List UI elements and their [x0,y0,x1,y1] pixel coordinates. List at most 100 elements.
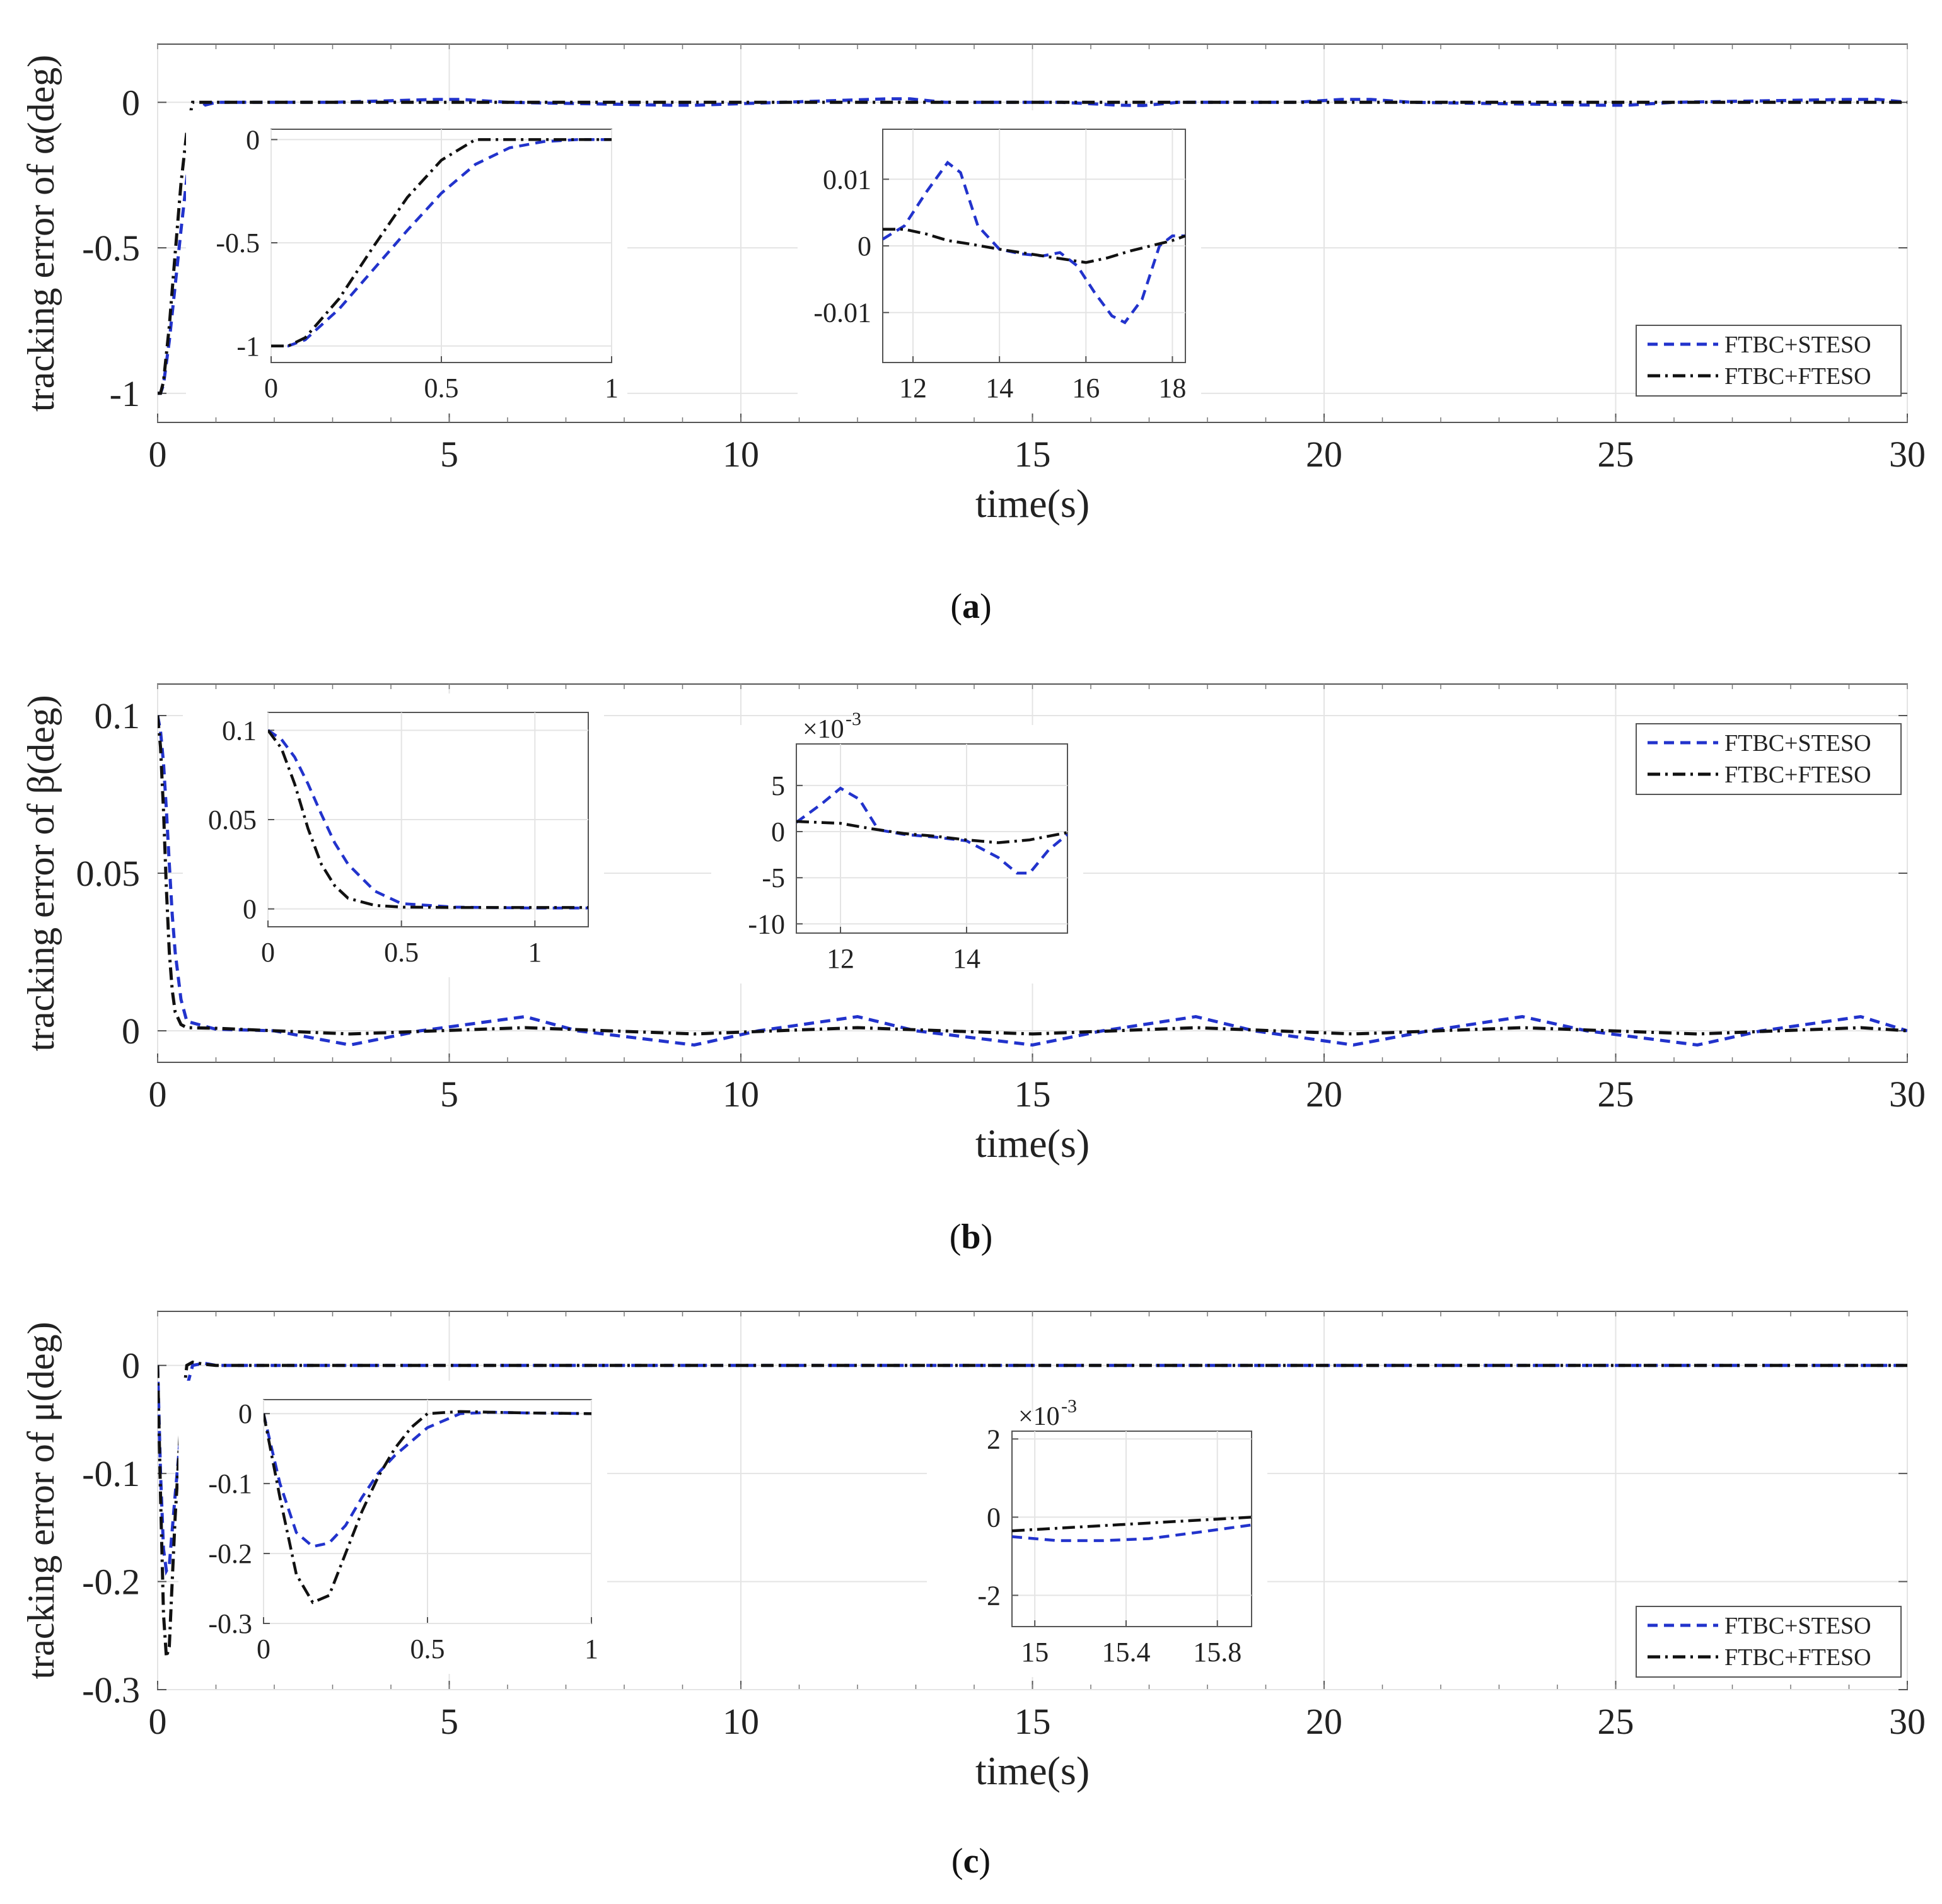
inset-x-tick-label: 0.5 [424,373,459,403]
x-tick-label: 5 [440,434,458,475]
inset-y-tick-label: 0 [771,816,785,847]
legend: FTBC+STESO FTBC+FTESO [1636,723,1902,795]
series-line-ftbc-fteso [158,715,1907,1036]
inset-y-tick-label: -1 [236,331,260,362]
inset-y-tick-label: 0.01 [823,164,871,195]
inset-y-tick-label: 2 [987,1424,1001,1454]
y-tick-label: -0.2 [82,1562,140,1603]
legend: FTBC+STESO FTBC+FTESO [1636,325,1902,397]
y-axis-label: tracking error of μ(deg) [20,1322,62,1680]
inset-series-line-ftbc-fteso [268,729,588,909]
x-tick-label: 5 [440,1074,458,1115]
inset-y-tick-label: 0.05 [208,804,257,835]
inset-x-tick-label: 1 [605,373,619,403]
inset-c-1: 0 0.5 1 -0.3 -0.2 -0.1 0 [178,1381,607,1674]
x-tick-label: 20 [1306,1074,1342,1115]
y-tick-label: 0.05 [76,853,141,894]
inset-series-line-ftbc-fteso [796,820,1067,844]
y-tick-label: 0 [122,82,140,123]
x-tick-label: 5 [440,1701,458,1742]
inset-series-line-ftbc-steso [1012,1523,1252,1542]
y-axis-label: tracking error of β(deg) [20,695,62,1051]
x-tick-label: 0 [149,434,167,475]
inset-series-line-ftbc-steso [883,160,1185,325]
inset-x-tick-label: 15 [1021,1637,1049,1668]
legend-box [1636,723,1902,795]
inset-series-line-ftbc-fteso [1012,1516,1252,1533]
inset-series-line-ftbc-fteso [264,1410,591,1605]
inset-x-tick-label: 15.4 [1102,1637,1150,1668]
x-tick-label: 30 [1889,1701,1926,1742]
inset-y-tick-label: 0 [243,894,257,925]
legend-label: FTBC+STESO [1724,730,1871,757]
caption-b-letter: b [961,1217,981,1257]
inset-x-tick-label: 18 [1158,373,1186,403]
caption-c: (c) [951,1842,991,1881]
caption-a-letter: a [962,587,980,626]
x-tick-label: 20 [1306,1701,1342,1742]
y-tick-label: -0.1 [82,1453,140,1494]
x-tick-label: 25 [1598,1701,1634,1742]
inset-scale-exponent: -3 [846,709,861,729]
legend-label: FTBC+FTESO [1724,762,1871,788]
inset-box [796,743,1068,934]
inset-y-tick-label: -0.1 [208,1468,252,1499]
inset-series-line-ftbc-steso [268,729,588,910]
series-line-ftbc-fteso [158,100,1907,395]
x-tick-label: 0 [149,1701,167,1742]
inset-b-2: 12 14 -10 -5 0 5 ×10 -3 [711,709,1083,984]
legend-label: FTBC+STESO [1724,332,1871,358]
legend-label: FTBC+FTESO [1724,1644,1871,1671]
inset-x-tick-label: 1 [584,1634,598,1664]
x-axis-label: time(s) [975,1121,1090,1166]
inset-box [1011,1431,1252,1627]
inset-y-tick-label: -0.5 [216,228,260,258]
inset-a-1: 0 0.5 1 -1 -0.5 0 [186,110,627,413]
inset-x-tick-label: 0 [261,937,275,968]
inset-scale-exponent: -3 [1061,1396,1077,1417]
legend: FTBC+STESO FTBC+FTESO [1636,1606,1902,1678]
caption-b: (b) [949,1217,993,1257]
inset-y-tick-label: 0.1 [222,715,257,746]
y-tick-label: -0.5 [82,228,140,269]
x-axis-label: time(s) [975,1748,1090,1793]
inset-c-2: 15 15.4 15.8 -2 0 2 ×10 -3 [927,1396,1267,1677]
inset-y-tick-label: -0.01 [813,298,871,328]
inset-scale-label: ×10 [1018,1402,1060,1431]
x-tick-label: 20 [1306,434,1342,475]
inset-y-tick-label: -0.3 [208,1608,252,1639]
x-tick-label: 10 [723,434,759,475]
inset-b-1: 0 0.5 1 0 0.05 0.1 [183,694,604,977]
legend-label: FTBC+FTESO [1724,363,1871,390]
inset-x-tick-label: 0.5 [384,937,419,968]
inset-y-tick-label: 5 [771,770,785,801]
inset-y-tick-label: 0 [858,231,871,262]
inset-x-tick-label: 1 [528,937,542,968]
x-tick-label: 25 [1598,434,1634,475]
inset-y-tick-label: 0 [246,124,260,155]
y-tick-label: 0 [122,1345,140,1386]
inset-scale-label: ×10 [803,715,844,744]
inset-x-tick-label: 14 [986,373,1013,403]
inset-x-tick-label: 15.8 [1193,1637,1241,1668]
x-tick-label: 10 [723,1701,759,1742]
inset-a-2: 12 14 16 18 -0.01 0 0.01 [798,110,1201,413]
series-line-ftbc-steso [158,715,1907,1047]
inset-y-tick-label: -2 [977,1580,1001,1611]
inset-x-tick-label: 0.5 [410,1634,445,1664]
x-tick-label: 15 [1015,1074,1051,1115]
panel-c: 0 5 10 15 20 25 30-0.3-0.2-0.10time(s)tracking… [20,1311,1926,1793]
inset-x-tick-label: 0 [257,1634,270,1664]
x-tick-label: 10 [723,1074,759,1115]
inset-y-tick-label: 0 [238,1398,252,1429]
y-tick-label: 0.1 [95,695,141,736]
y-tick-label: -0.3 [82,1669,140,1710]
x-tick-label: 15 [1015,434,1051,475]
inset-x-tick-label: 12 [899,373,927,403]
inset-y-tick-label: -5 [762,862,785,893]
y-tick-label: 0 [122,1011,140,1052]
inset-x-tick-label: 0 [264,373,278,403]
x-tick-label: 30 [1889,434,1926,475]
